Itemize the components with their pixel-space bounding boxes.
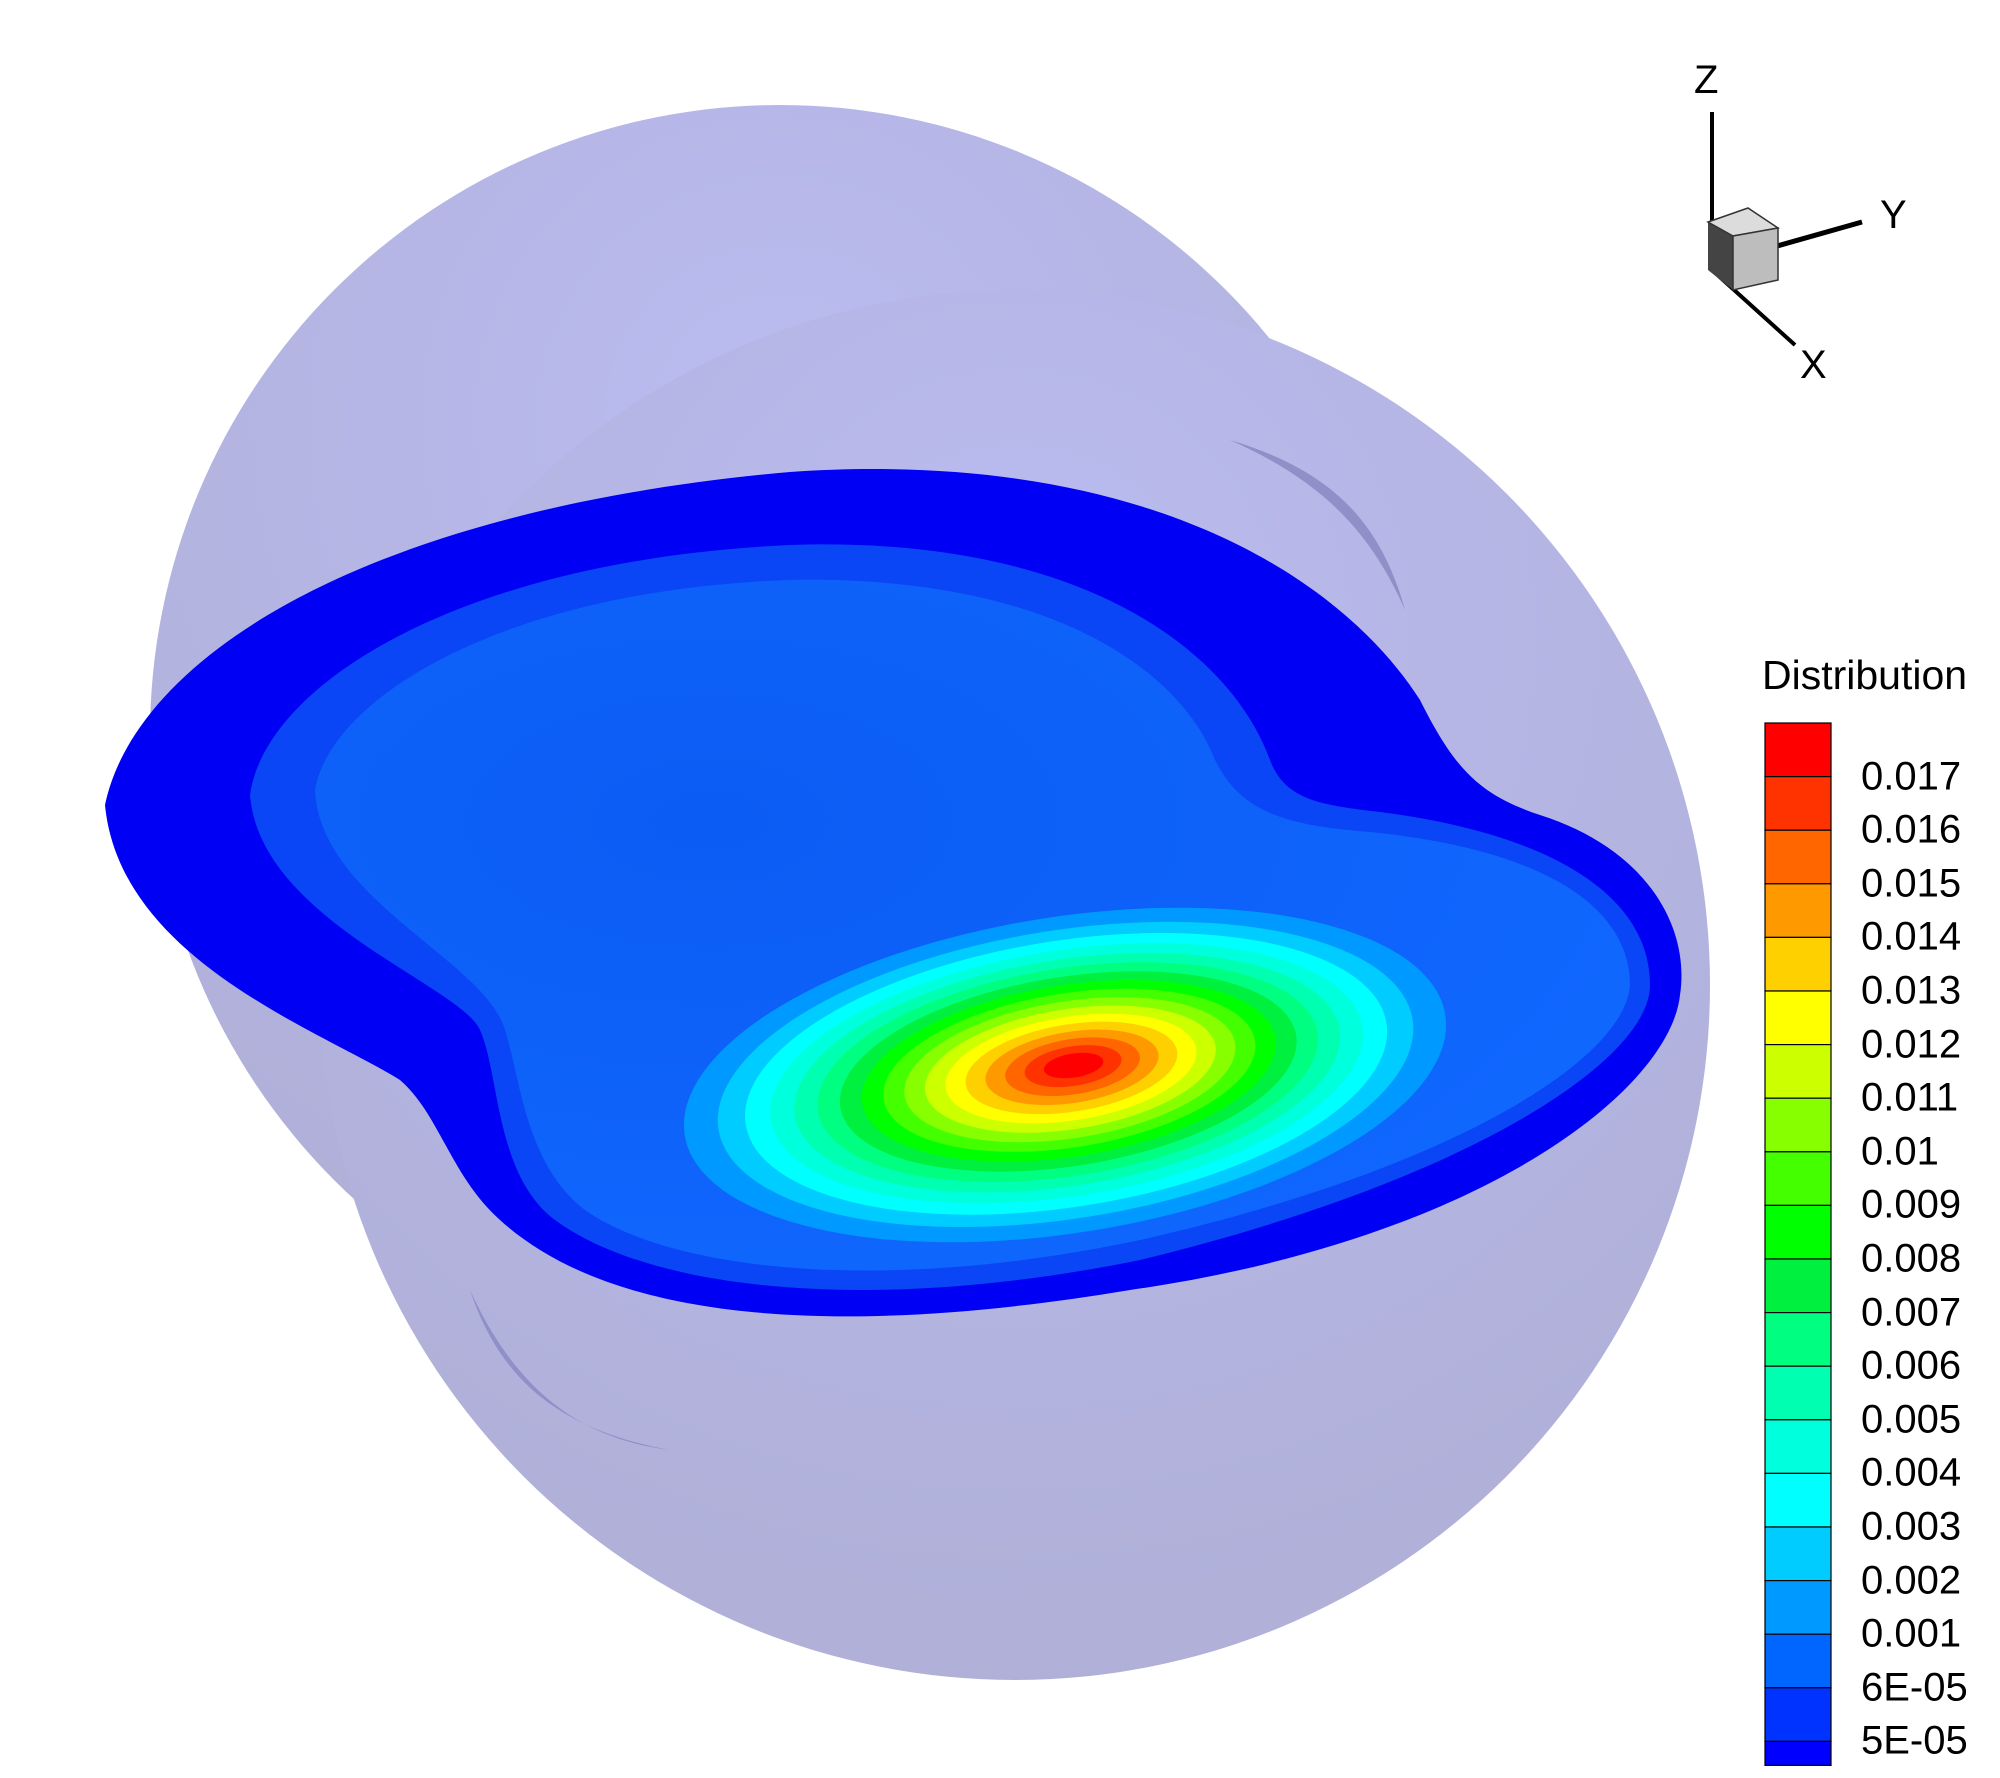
legend-band <box>1764 1740 1832 1767</box>
legend-tick-label: 0.016 <box>1861 807 1962 852</box>
legend-tick-label: 0.004 <box>1861 1450 1962 1495</box>
legend-band <box>1764 1579 1832 1635</box>
legend-tick-label: 0.007 <box>1861 1290 1962 1335</box>
peak-contour-ring <box>1043 1052 1104 1079</box>
legend-tick-label: 0.017 <box>1861 754 1962 799</box>
legend-tick-label: 6E-05 <box>1861 1665 1968 1710</box>
legend-band <box>1764 722 1832 778</box>
legend-band <box>1764 1419 1832 1475</box>
legend-tick-label: 0.002 <box>1861 1558 1962 1603</box>
axes-triad <box>1706 112 1863 347</box>
legend-tick-label: 0.006 <box>1861 1343 1962 1388</box>
legend-tick-label: 0.005 <box>1861 1397 1962 1442</box>
legend-band <box>1764 1204 1832 1260</box>
legend-tick-label: 0.011 <box>1861 1075 1959 1120</box>
legend-band <box>1764 1151 1832 1207</box>
legend-band <box>1764 883 1832 938</box>
legend-tick-label: 0.001 <box>1861 1611 1962 1656</box>
legend-tick-label: 5E-05 <box>1861 1718 1968 1763</box>
legend-tick-label: 0.012 <box>1861 1022 1962 1067</box>
legend-tick-label: 0.015 <box>1861 861 1962 906</box>
legend-tick-label: 0.014 <box>1861 914 1962 959</box>
legend-tick-label: 0.003 <box>1861 1504 1962 1549</box>
legend-tick-label: 0.008 <box>1861 1236 1962 1281</box>
legend-band <box>1764 1097 1832 1153</box>
legend-band <box>1764 829 1832 885</box>
legend-band <box>1764 1043 1832 1099</box>
y-axis-line <box>1769 219 1863 251</box>
peak-contours <box>683 907 1447 1243</box>
legend-band <box>1764 775 1832 831</box>
legend-tick-label: 0.013 <box>1861 968 1962 1013</box>
legend-band <box>1764 1365 1832 1421</box>
legend-band <box>1764 1472 1832 1528</box>
legend-title: Distribution <box>1762 652 1968 698</box>
legend-band <box>1764 990 1832 1046</box>
legend-colorbar <box>1764 722 1832 1767</box>
y-axis-label: Y <box>1880 193 1907 237</box>
x-axis-label: X <box>1800 343 1827 387</box>
legend-band <box>1764 1258 1832 1314</box>
legend-band <box>1764 1687 1832 1743</box>
legend-tick-label: 0.009 <box>1861 1182 1962 1227</box>
z-axis-label: Z <box>1694 58 1719 102</box>
legend-band <box>1764 1526 1832 1582</box>
triad-cube-front <box>1732 227 1779 291</box>
legend-band <box>1764 1311 1832 1367</box>
legend-band <box>1764 1633 1832 1689</box>
legend-tick-label: 0.01 <box>1861 1129 1939 1174</box>
legend-band <box>1764 936 1832 992</box>
triad-cube-left <box>1708 222 1733 290</box>
